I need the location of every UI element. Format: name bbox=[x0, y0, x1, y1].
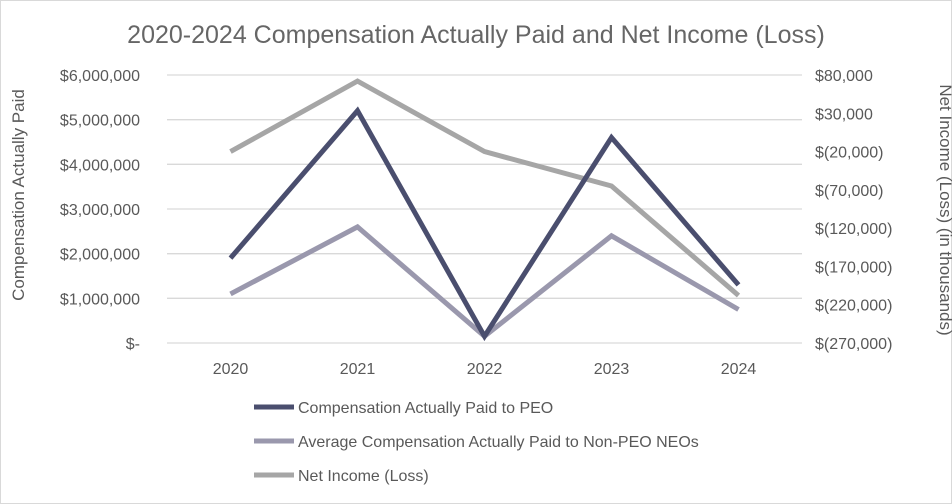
right-axis-ticks: $(270,000) $(220,000) $(170,000) $(120,000)… bbox=[815, 68, 892, 353]
right-tick-label: $(20,000) bbox=[815, 145, 884, 162]
gridlines bbox=[167, 74, 802, 344]
right-tick-label: $(220,000) bbox=[815, 298, 892, 315]
left-axis-ticks: $- $1,000,000 $2,000,000 $3,000,000 $4,000,0… bbox=[60, 68, 140, 353]
legend: Compensation Actually Paid to PEO Average… bbox=[254, 400, 699, 485]
x-axis-ticks: 2020 2021 2022 2023 2024 bbox=[213, 361, 757, 378]
x-tick-label: 2024 bbox=[721, 361, 757, 378]
right-tick-label: $(170,000) bbox=[815, 259, 892, 276]
left-tick-label: $4,000,000 bbox=[60, 157, 140, 174]
right-tick-label: $30,000 bbox=[815, 106, 873, 123]
left-tick-label: $1,000,000 bbox=[60, 291, 140, 308]
left-tick-label: $- bbox=[126, 336, 140, 353]
legend-label: Net Income (Loss) bbox=[298, 468, 429, 485]
right-tick-label: $(120,000) bbox=[815, 221, 892, 238]
series-line-average-compensation-actually-paid-to-non-peo-neos bbox=[229, 223, 740, 340]
chart-title: 2020-2024 Compensation Actually Paid and… bbox=[127, 21, 825, 49]
legend-label: Compensation Actually Paid to PEO bbox=[298, 400, 553, 417]
series-lines bbox=[228, 78, 741, 342]
right-axis-title: Net Income (Loss) (in thousands) bbox=[936, 84, 952, 335]
series-line-compensation-actually-paid-to-peo bbox=[228, 106, 741, 342]
right-tick-label: $(270,000) bbox=[815, 336, 892, 353]
left-tick-label: $2,000,000 bbox=[60, 247, 140, 264]
left-axis-title: Compensation Actually Paid bbox=[9, 89, 28, 301]
right-tick-label: $(70,000) bbox=[815, 183, 884, 200]
left-tick-label: $5,000,000 bbox=[60, 113, 140, 130]
left-tick-label: $3,000,000 bbox=[60, 202, 140, 219]
x-tick-label: 2020 bbox=[213, 361, 249, 378]
legend-label: Average Compensation Actually Paid to No… bbox=[298, 434, 699, 451]
right-tick-label: $80,000 bbox=[815, 68, 873, 85]
x-tick-label: 2022 bbox=[467, 361, 503, 378]
x-tick-label: 2023 bbox=[594, 361, 630, 378]
left-tick-label: $6,000,000 bbox=[60, 68, 140, 85]
x-tick-label: 2021 bbox=[340, 361, 376, 378]
